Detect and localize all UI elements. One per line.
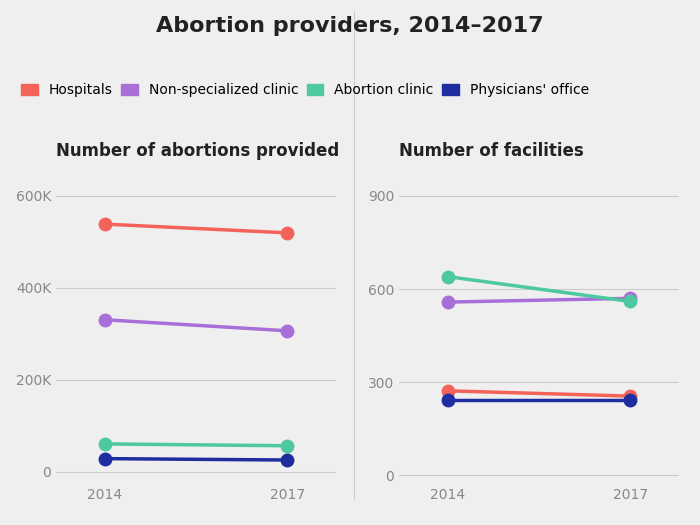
Text: Number of abortions provided: Number of abortions provided xyxy=(56,142,340,160)
Text: Abortion providers, 2014–2017: Abortion providers, 2014–2017 xyxy=(156,16,544,36)
Legend: Hospitals, Non-specialized clinic, Abortion clinic, Physicians' office: Hospitals, Non-specialized clinic, Abort… xyxy=(21,83,589,97)
Text: Number of facilities: Number of facilities xyxy=(399,142,584,160)
